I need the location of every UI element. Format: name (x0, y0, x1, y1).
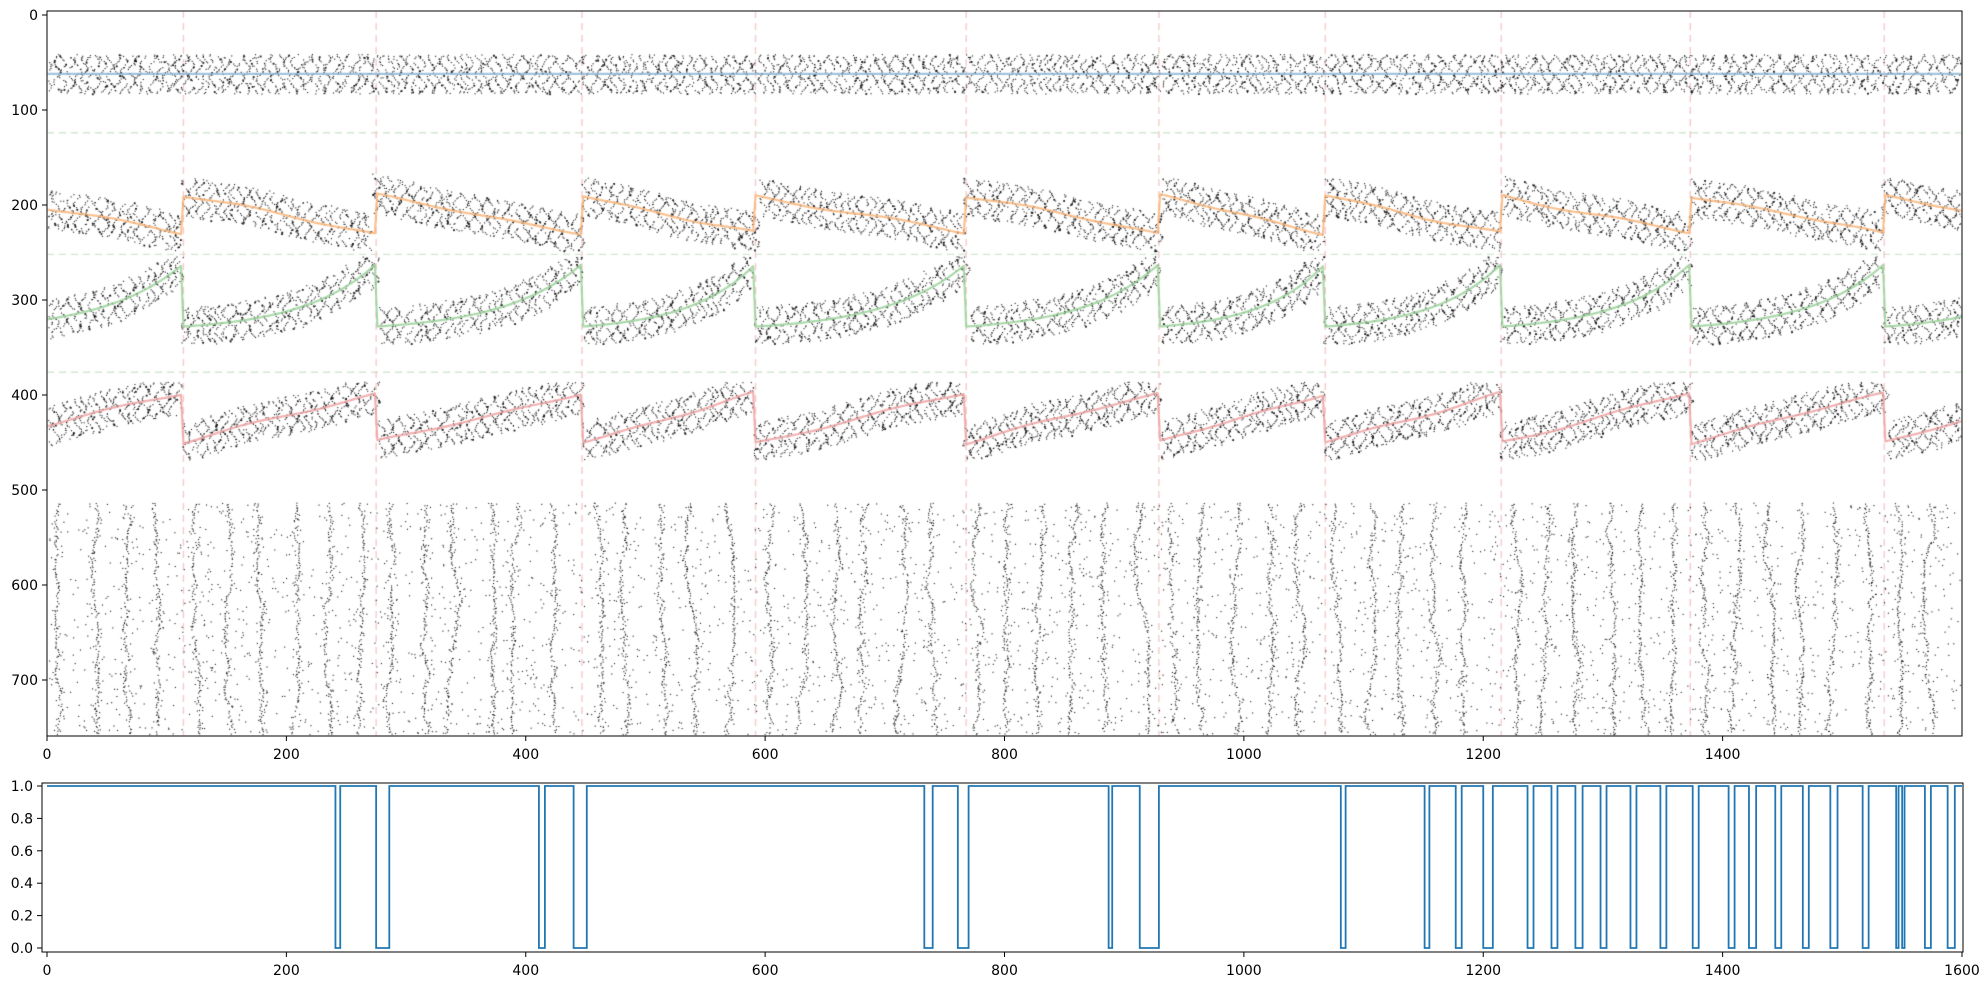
svg-text:0.2: 0.2 (11, 909, 33, 925)
svg-text:300: 300 (11, 293, 38, 309)
svg-text:600: 600 (752, 747, 779, 763)
svg-text:0: 0 (29, 8, 38, 24)
signal-x-tick-labels: 0 200 400 600 800 1000 1200 1400 1600 (43, 952, 1980, 979)
svg-text:1000: 1000 (1226, 747, 1262, 763)
svg-text:500: 500 (11, 483, 38, 499)
svg-text:400: 400 (512, 747, 539, 763)
svg-text:400: 400 (512, 963, 539, 979)
svg-text:600: 600 (11, 578, 38, 594)
svg-text:1200: 1200 (1465, 963, 1501, 979)
svg-text:200: 200 (273, 747, 300, 763)
svg-text:700: 700 (11, 673, 38, 689)
svg-text:1200: 1200 (1465, 747, 1501, 763)
svg-text:100: 100 (11, 103, 38, 119)
raster-panel-spines (46, 10, 1963, 737)
signal-panel-spines (41, 782, 1964, 953)
raster-y-tick-labels: 0 100 200 300 400 500 600 700 (11, 8, 47, 689)
svg-text:1400: 1400 (1705, 963, 1741, 979)
svg-text:800: 800 (991, 963, 1018, 979)
svg-text:200: 200 (273, 963, 300, 979)
svg-text:400: 400 (11, 388, 38, 404)
raster-panel-axes: 0 200 400 600 800 1000 1200 1400 0 100 200 300 400 50… (11, 8, 1963, 763)
svg-text:0.8: 0.8 (11, 811, 33, 827)
svg-text:1600: 1600 (1944, 963, 1980, 979)
svg-text:200: 200 (11, 198, 38, 214)
svg-text:1400: 1400 (1705, 747, 1741, 763)
svg-text:0: 0 (43, 747, 52, 763)
raster-x-tick-labels: 0 200 400 600 800 1000 1200 1400 (43, 736, 1741, 763)
svg-text:800: 800 (991, 747, 1018, 763)
svg-text:0.0: 0.0 (11, 941, 33, 957)
svg-text:0: 0 (43, 963, 52, 979)
svg-text:0.4: 0.4 (11, 876, 33, 892)
svg-text:1.0: 1.0 (11, 779, 33, 795)
signal-panel-axes: 0 200 400 600 800 1000 1200 1400 16000.00.20.40.… (11, 779, 1980, 979)
svg-text:0.6: 0.6 (11, 844, 33, 860)
signal-y-tick-labels: 0.0 0.2 0.4 0.6 0.8 1.0 (11, 779, 42, 957)
svg-text:600: 600 (752, 963, 779, 979)
svg-text:1000: 1000 (1226, 963, 1262, 979)
binary-signal-line (47, 785, 1962, 949)
